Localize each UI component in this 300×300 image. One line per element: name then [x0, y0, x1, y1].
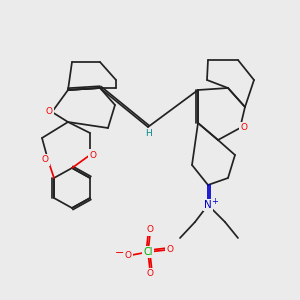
Text: O: O — [124, 250, 131, 260]
Text: Cl: Cl — [143, 247, 153, 257]
Text: O: O — [146, 226, 154, 235]
Text: O: O — [167, 245, 173, 254]
Text: O: O — [41, 155, 49, 164]
Text: +: + — [212, 196, 218, 206]
Text: O: O — [46, 107, 52, 116]
Text: H: H — [145, 130, 152, 139]
Text: O: O — [241, 124, 248, 133]
Text: N: N — [204, 200, 212, 210]
Text: −: − — [115, 248, 125, 258]
Text: O: O — [146, 269, 154, 278]
Text: O: O — [89, 151, 97, 160]
